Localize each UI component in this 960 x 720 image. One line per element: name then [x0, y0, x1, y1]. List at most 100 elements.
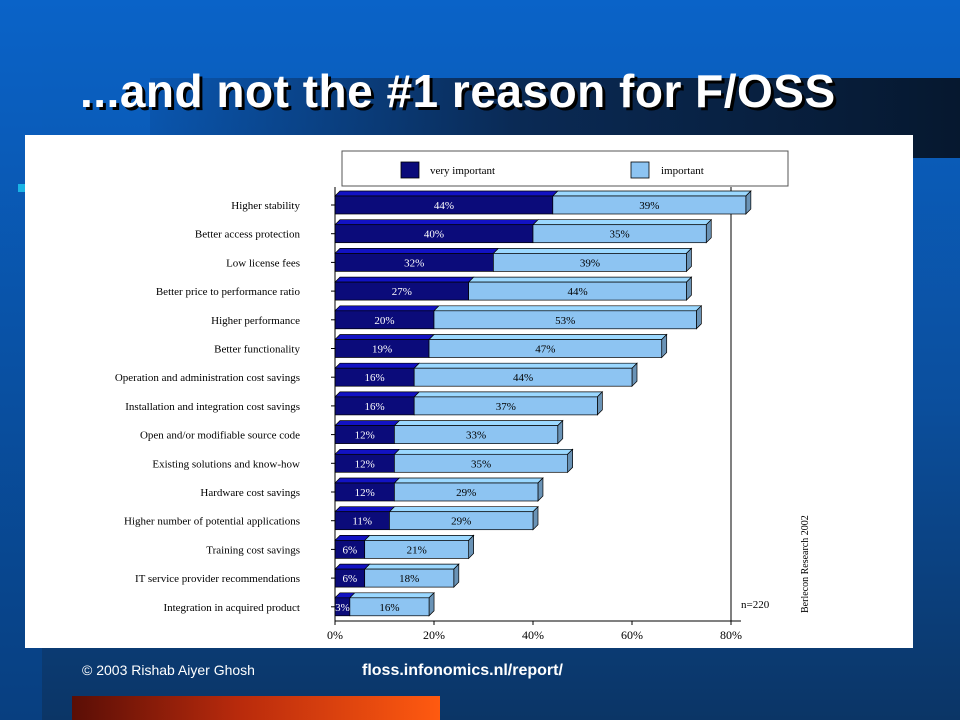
bar-very-important-top — [334, 362, 421, 369]
bar-chart: very important important 44% 39% 40% 35% 32%… — [115, 150, 811, 642]
data-label-very-important: 32% — [404, 257, 424, 269]
legend: very important important — [341, 150, 789, 187]
bar-very-important-top — [334, 448, 401, 455]
data-label-very-important: 12% — [355, 430, 375, 442]
category-label: Training cost savings — [206, 544, 300, 556]
data-label-important: 33% — [466, 430, 486, 442]
data-label-very-important: 44% — [434, 200, 454, 212]
bar-very-important-top — [334, 305, 440, 312]
x-tick-label: 0% — [327, 628, 343, 642]
legend-label-important: important — [661, 165, 704, 177]
footer-url[interactable]: floss.infonomics.nl/report/ — [362, 662, 563, 679]
category-label: IT service provider recommendations — [135, 573, 300, 585]
bar-important-top — [492, 248, 693, 254]
data-label-important: 29% — [451, 516, 471, 528]
bar-very-important-top — [334, 563, 371, 570]
data-label-important: 53% — [555, 315, 575, 327]
data-label-important: 21% — [407, 544, 427, 556]
category-label: Higher performance — [211, 315, 300, 327]
data-label-important: 16% — [379, 602, 399, 614]
data-label-very-important: 19% — [372, 344, 392, 356]
category-label: Integration in acquired product — [163, 602, 300, 614]
bar-very-important-top — [334, 219, 539, 226]
data-label-very-important: 6% — [343, 573, 358, 585]
category-label: Better access protection — [195, 229, 301, 241]
data-label-very-important: 27% — [392, 286, 412, 298]
bar-important-top — [413, 391, 604, 398]
x-tick-label: 20% — [423, 628, 445, 642]
data-label-important: 44% — [567, 286, 587, 298]
category-label: Higher number of potential applications — [124, 516, 300, 528]
data-label-important: 35% — [471, 458, 491, 470]
legend-swatch-important — [630, 161, 650, 179]
data-label-important: 18% — [399, 573, 419, 585]
data-label-important: 29% — [456, 487, 476, 499]
category-label: Existing solutions and know-how — [152, 458, 300, 470]
bar-important — [389, 511, 534, 531]
bar-very-important-top — [334, 391, 421, 398]
bar-important-top — [349, 592, 435, 599]
x-tick-label: 80% — [720, 628, 742, 642]
axes-group: Higher stability Better access protection… — [115, 187, 742, 642]
bar-important — [428, 339, 663, 358]
footer-copyright: © 2003 Rishab Aiyer Ghosh — [82, 662, 255, 678]
bar-very-important-top — [334, 190, 559, 197]
bar-important — [364, 568, 455, 588]
bar-very-important-top — [334, 248, 500, 254]
bar-very-important-top — [334, 420, 401, 426]
bar-important-top — [532, 219, 713, 226]
bar-very-important-top — [334, 334, 435, 340]
data-label-very-important: 16% — [365, 401, 385, 413]
data-label-important: 39% — [639, 200, 659, 212]
data-label-very-important: 16% — [365, 372, 385, 384]
category-label: Open and/or modifiable source code — [140, 430, 300, 442]
bar-important-top — [393, 448, 574, 455]
bar-very-important-top — [334, 506, 396, 513]
bottom-accent-bar — [72, 696, 440, 720]
bar-important-top — [393, 420, 564, 426]
bar-important — [413, 367, 633, 387]
data-label-important: 44% — [513, 372, 533, 384]
bar-important-top — [428, 334, 668, 340]
bars-group: 44% 39% 40% 35% 32% 39% 27% 44% 20% 53% 19% 47% 16% 4… — [334, 190, 752, 617]
bar-important — [394, 425, 559, 444]
bar-very-important-top — [334, 276, 475, 283]
slide-title: ...and not the #1 reason for F/OSS — [80, 65, 836, 117]
bar-important — [413, 396, 598, 416]
bar-important-top — [393, 477, 544, 484]
x-tick-label: 40% — [522, 628, 544, 642]
data-label-very-important: 12% — [355, 487, 375, 499]
bar-important — [364, 540, 470, 559]
bar-important-top — [363, 563, 460, 570]
data-label-important: 47% — [535, 344, 555, 356]
category-label: Better price to performance ratio — [156, 286, 301, 298]
data-label-important: 39% — [580, 257, 600, 269]
data-label-very-important: 40% — [424, 229, 444, 241]
data-label-very-important: 3% — [335, 602, 350, 614]
bar-important-top — [363, 535, 475, 541]
category-label: Operation and administration cost saving… — [115, 372, 300, 384]
bar-important — [493, 253, 687, 272]
bar-important — [349, 597, 430, 617]
bar-important — [433, 310, 697, 330]
category-label: Installation and integration cost saving… — [125, 401, 300, 413]
category-label: Low license fees — [226, 257, 300, 269]
n-annotation: n=220 — [741, 599, 770, 611]
source-annotation: Berlecon Research 2002 — [800, 515, 811, 613]
bar-very-important-top — [334, 477, 401, 484]
bullet-marker — [18, 184, 26, 192]
chart-panel: very important important 44% 39% 40% 35% 32%… — [25, 135, 913, 648]
bar-important — [394, 482, 539, 502]
data-label-important: 35% — [610, 229, 630, 241]
data-label-very-important: 6% — [343, 544, 358, 556]
data-label-important: 37% — [496, 401, 516, 413]
bar-important — [394, 453, 568, 473]
bar-important — [552, 195, 747, 215]
bar-important-top — [433, 305, 703, 312]
category-label: Higher stability — [231, 200, 300, 212]
bar-important-top — [467, 276, 693, 283]
bar-very-important-top — [334, 535, 371, 541]
x-tick-label: 60% — [621, 628, 643, 642]
bar-important — [532, 224, 707, 244]
data-label-very-important: 11% — [352, 516, 372, 528]
